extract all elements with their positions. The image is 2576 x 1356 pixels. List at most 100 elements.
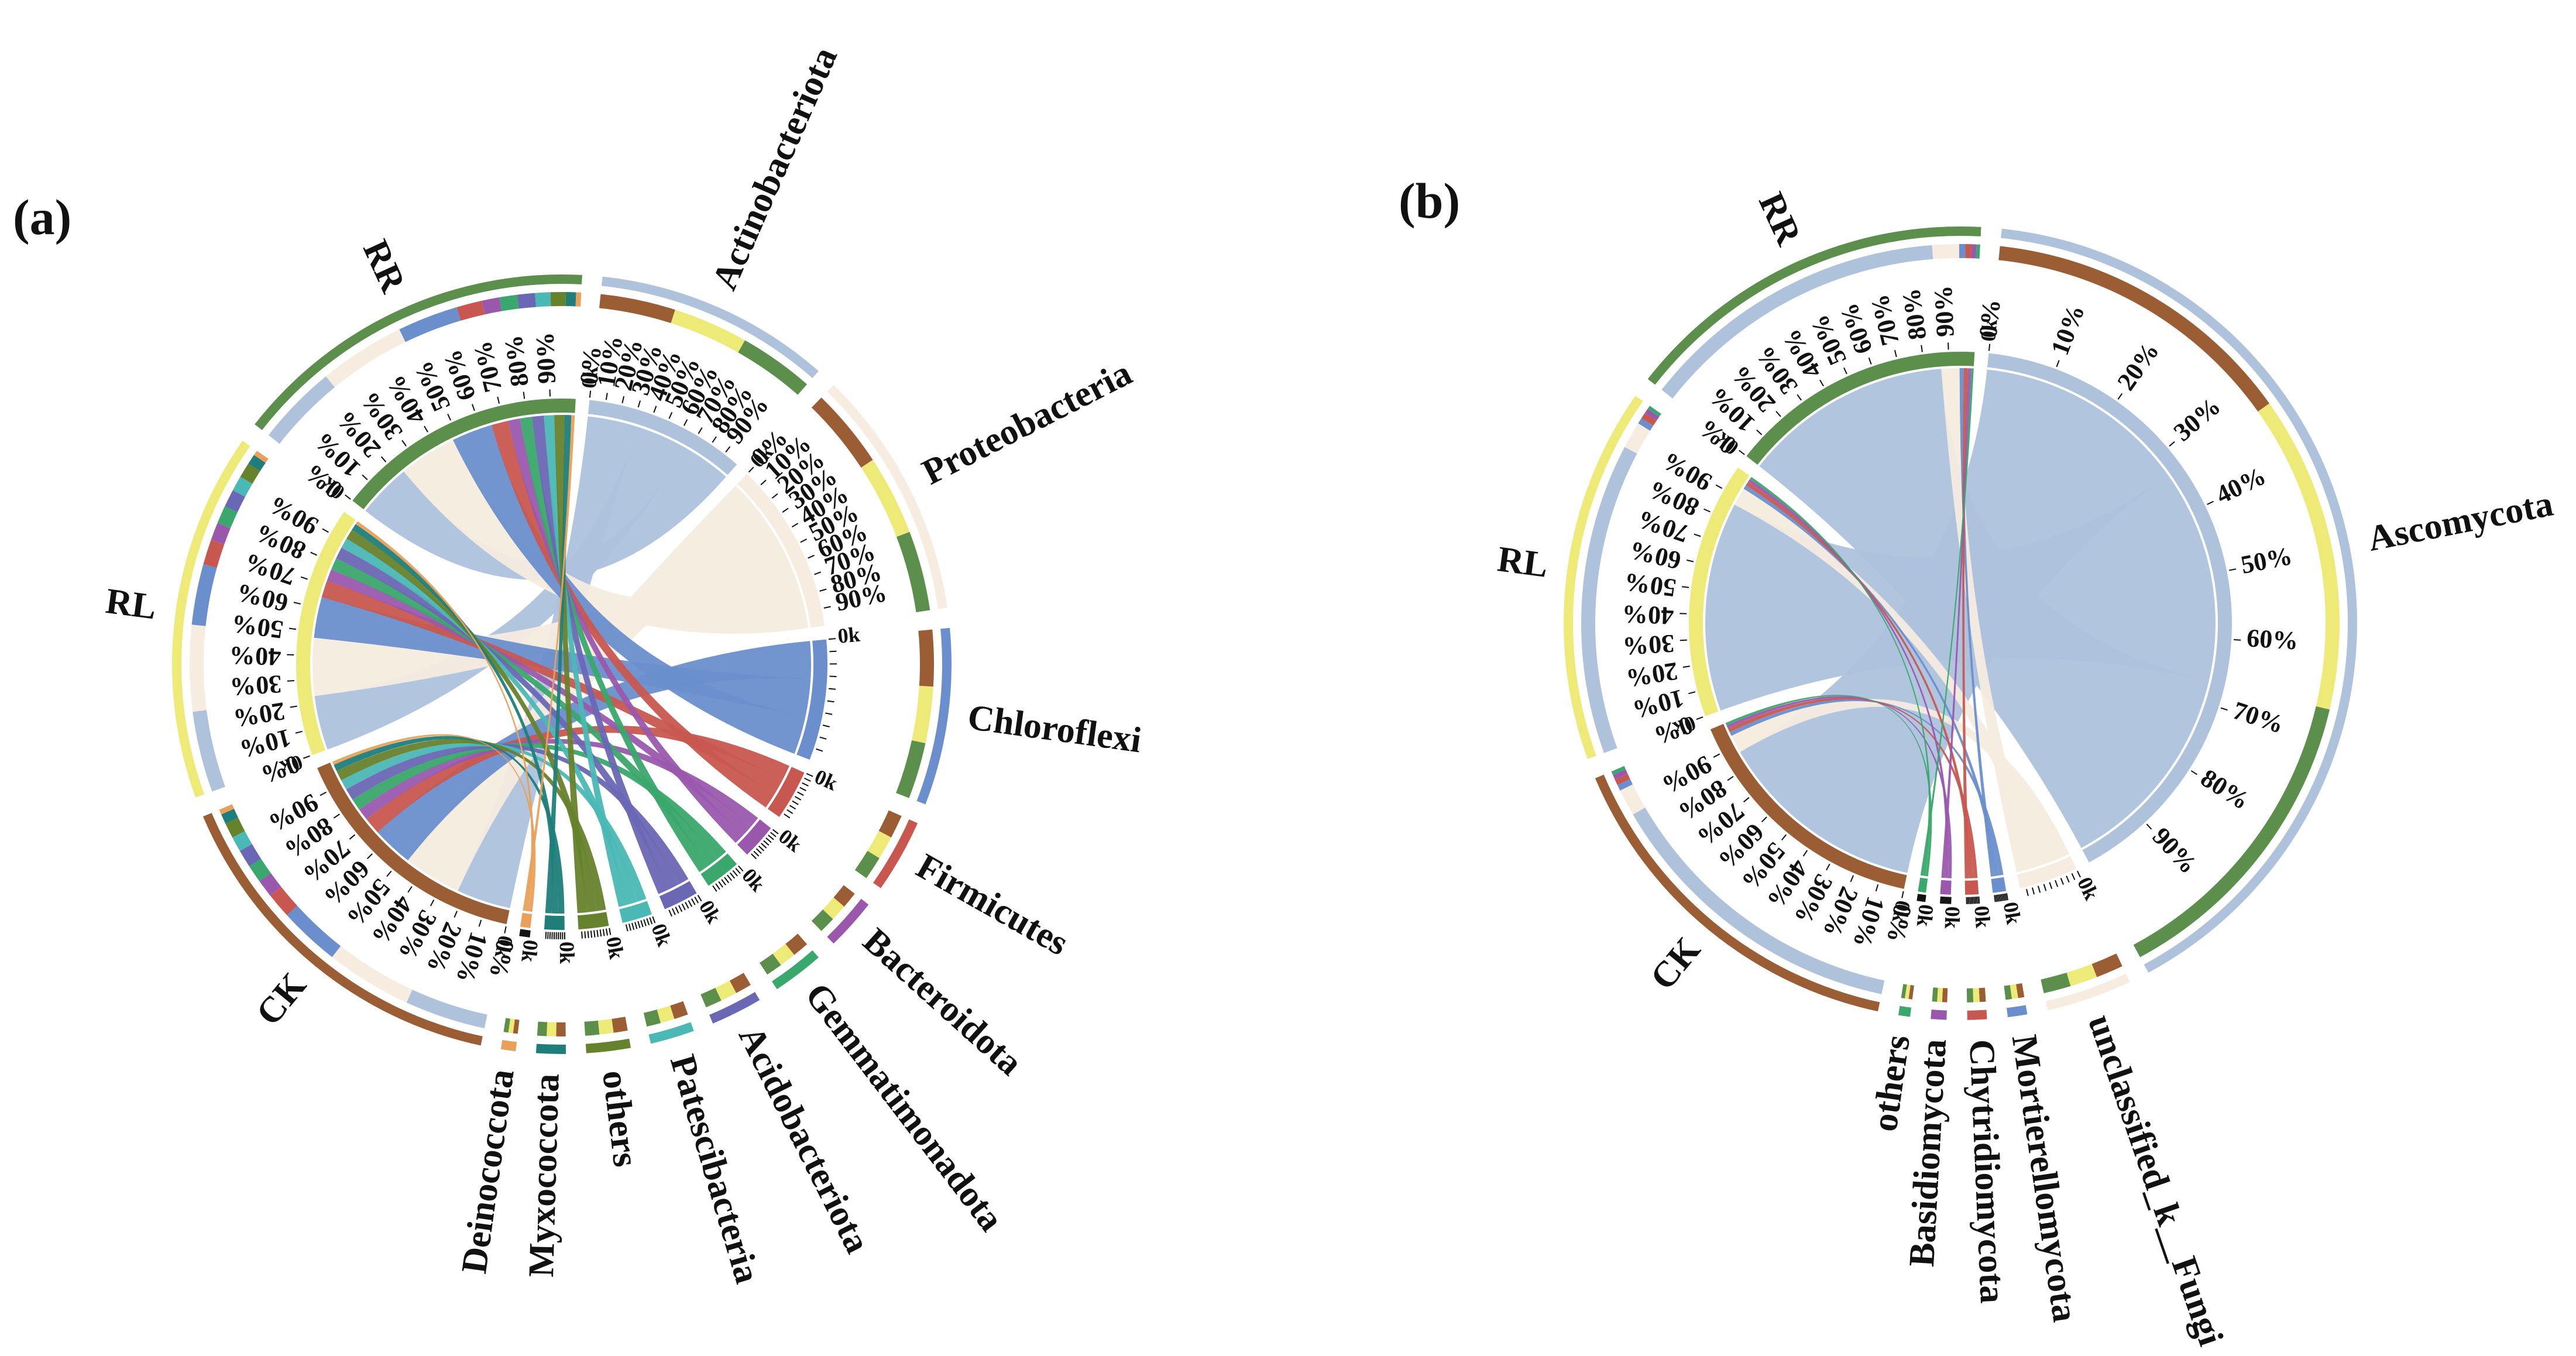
b-outer-ring-others — [1898, 1005, 1912, 1017]
a-zero-label-acidobacteriota: 0k — [695, 896, 726, 927]
a-tick-bacteroidota — [753, 850, 760, 857]
a-arc-bacteroidota — [737, 819, 771, 855]
a-tick-chloroflexi — [829, 650, 837, 653]
a-tick-gemmatimonadota — [729, 872, 735, 879]
a-tick-actinobacteriota — [637, 400, 641, 408]
a-tick-rr — [447, 413, 451, 421]
a-composition-chloroflexi-rr — [896, 740, 926, 798]
a-outer-ring-gemmatimonadota — [771, 950, 819, 990]
b-outer-ring-mortierellomycota — [2007, 1005, 2028, 1018]
a-zero-label-others: 0k — [602, 935, 628, 961]
a-tick-patescibacteria — [652, 916, 656, 924]
a-tick-gemmatimonadota — [715, 883, 720, 890]
a-tick-ck — [478, 919, 482, 927]
a-zero-label-patescibacteria: 0k — [647, 921, 676, 949]
b-tick-unclassified-k-fungi — [2026, 888, 2029, 897]
a-composition-gemmatimonadota-rr — [759, 953, 781, 975]
a-tick-rr — [497, 396, 500, 404]
b-tick-rr — [1921, 345, 1923, 352]
a-tick-ck — [320, 791, 327, 797]
b-tick-ck — [1781, 834, 1787, 841]
a-tick-actinobacteriota — [668, 411, 673, 419]
a-composition-rr-chloroflexi — [399, 307, 461, 342]
a-composition-patescibacteria-rl — [657, 1005, 675, 1024]
b-tick-mortierellomycota — [1996, 894, 1999, 902]
a-tick-rr — [380, 456, 387, 462]
a-composition-chloroflexi-rl — [912, 685, 933, 744]
a-tick-deinococcota — [523, 929, 526, 937]
b-tick-label-rl: 30% — [1622, 629, 1675, 661]
a-composition-rr-bacteroidota — [482, 297, 502, 315]
a-zero-label-deinococcota: 0k — [517, 939, 542, 963]
b-arc-rr — [1746, 352, 1975, 465]
chord-diagram-b: 0% 10%20%30%40%50%60%70%80%90%0kAscomycot… — [1495, 187, 2556, 1351]
b-tick-ascomycota — [2190, 770, 2198, 775]
a-tick-rr — [523, 392, 525, 399]
a-composition-rl-proteobacteria — [189, 624, 207, 712]
a-label-patescibacteria: Patescibacteria — [662, 1051, 768, 1288]
a-tick-others — [605, 928, 608, 936]
b-tick-mortierellomycota — [1995, 894, 1998, 902]
b-tick-rr — [1868, 357, 1872, 365]
b-zero-label-ascomycota: 0k — [1976, 318, 2002, 342]
b-tick-mortierellomycota — [1998, 894, 2000, 902]
b-tick-label-ascomycota: 80% — [2196, 763, 2255, 815]
b-composition-ck-others — [1611, 765, 1626, 775]
b-composition-chytridiomycota-rr — [1966, 988, 1974, 1003]
b-tick-unclassified-k-fungi — [2043, 884, 2047, 891]
b-tick-ck — [1875, 884, 1879, 892]
a-outer-ring-chloroflexi — [916, 627, 952, 805]
b-composition-mortierellomycota-rl — [2010, 984, 2018, 999]
a-composition-others-rl — [597, 1019, 614, 1035]
b-arc-chytridiomycota — [1964, 880, 1979, 895]
b-composition-chytridiomycota-ck — [1979, 987, 1986, 1003]
b-ribbon-ascomycota-to-rr — [1759, 369, 2209, 848]
a-composition-acidobacteriota-ck — [729, 973, 751, 993]
b-zero-label-mortierellomycota: 0k — [1999, 900, 2026, 926]
a-tick-ck — [333, 813, 340, 819]
b-tick-rl — [1696, 716, 1703, 720]
a-label-rr: RR — [355, 234, 414, 299]
b-tick-rr — [1739, 449, 1745, 455]
a-outer-ring-patescibacteria — [648, 1022, 694, 1044]
a-label-actinobacteriota: Actinobacteriota — [705, 42, 845, 296]
b-tick-mortierellomycota — [2003, 893, 2006, 901]
a-zero-label-firmicutes: 0k — [811, 765, 841, 795]
b-composition-rl-basidiomycota — [1644, 408, 1660, 421]
a-composition-ck-myxococcota — [221, 808, 239, 824]
a-outer-ring-myxococcota — [535, 1043, 566, 1054]
a-tick-rl — [295, 730, 303, 734]
b-composition-basidiomycota-rr — [1932, 987, 1938, 1002]
b-tick-label-ascomycota: 20% — [2111, 337, 2165, 396]
b-composition-ck-unclassified-k-fungi — [1620, 784, 1646, 815]
b-tick-basidiomycota — [1943, 897, 1945, 904]
a-tick-proteobacteria — [814, 571, 822, 575]
b-ribbon-others-to-rl — [1750, 476, 1931, 876]
b-tick-ascomycota — [2228, 568, 2237, 571]
a-tick-deinococcota — [526, 930, 529, 938]
b-composition-rl-ascomycota — [1581, 447, 1637, 753]
a-composition-chloroflexi-ck — [918, 629, 934, 687]
b-tick-mortierellomycota — [1999, 894, 2002, 902]
a-composition-ck-firmicutes — [270, 887, 297, 915]
b-tick-mortierellomycota — [2004, 893, 2007, 901]
a-tick-firmicutes — [786, 809, 794, 814]
b-ribbons — [1705, 368, 2216, 878]
a-tick-acidobacteriota — [691, 898, 696, 905]
b-tick-rl — [1681, 586, 1689, 588]
a-composition-firmicutes-rl — [867, 830, 891, 859]
a-tick-chloroflexi — [822, 725, 830, 727]
a-tick-rr — [401, 440, 407, 447]
b-tick-rr — [1797, 394, 1802, 401]
a-tick-firmicutes — [794, 796, 802, 801]
a-composition-patescibacteria-ck — [670, 1001, 688, 1019]
b-tick-chytridiomycota — [1973, 897, 1974, 904]
b-composition-rr-unclassified-k-fungi — [1932, 244, 1960, 259]
a-tick-rl — [322, 528, 329, 533]
a-composition-proteobacteria-rr — [897, 531, 930, 613]
b-outer-ring-chytridiomycota — [1967, 1010, 1987, 1020]
a-outer-ring-acidobacteriota — [709, 991, 760, 1024]
b-tick-chytridiomycota — [1974, 897, 1976, 904]
a-tick-bacteroidota — [755, 848, 762, 854]
panel-b-label: (b) — [1399, 173, 1460, 229]
